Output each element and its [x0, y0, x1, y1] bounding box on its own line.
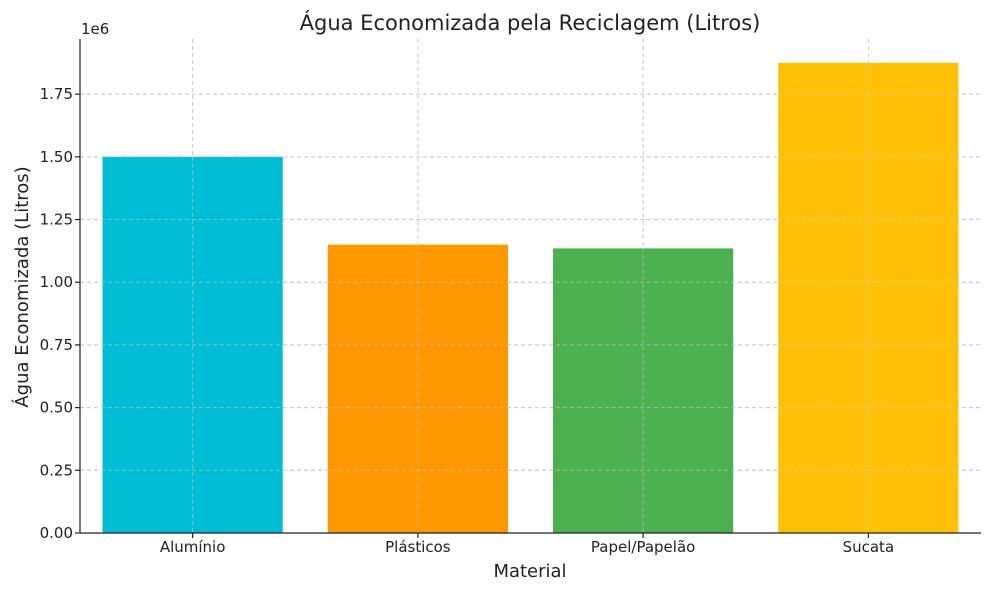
x-tick-label: Alumínio	[160, 538, 226, 556]
axes	[79, 39, 981, 534]
ticks: 0.00 0.25 0.50 0.75 1.00 1.25 1.50 1.75 Alumínio…	[40, 85, 895, 556]
x-axis-label: Material	[493, 561, 566, 582]
y-tick-label: 1.25	[40, 211, 73, 229]
x-tick-label: Sucata	[843, 538, 895, 556]
x-tick-label: Plásticos	[385, 538, 451, 556]
y-axis-offset-label: 1e6	[81, 20, 109, 38]
chart-title: Água Economizada pela Reciclagem (Litros…	[300, 10, 761, 35]
y-axis-label: Água Economizada (Litros)	[11, 166, 33, 407]
x-tick-label: Papel/Papelão	[591, 538, 695, 556]
y-tick-label: 1.00	[40, 273, 73, 291]
y-tick-label: 0.75	[40, 336, 73, 354]
y-tick-label: 0.50	[40, 399, 73, 417]
y-tick-label: 1.50	[40, 148, 73, 166]
y-tick-label: 1.75	[40, 85, 73, 103]
bars	[80, 62, 981, 534]
y-tick-label: 0.00	[40, 524, 73, 542]
y-tick-label: 0.25	[40, 461, 73, 479]
